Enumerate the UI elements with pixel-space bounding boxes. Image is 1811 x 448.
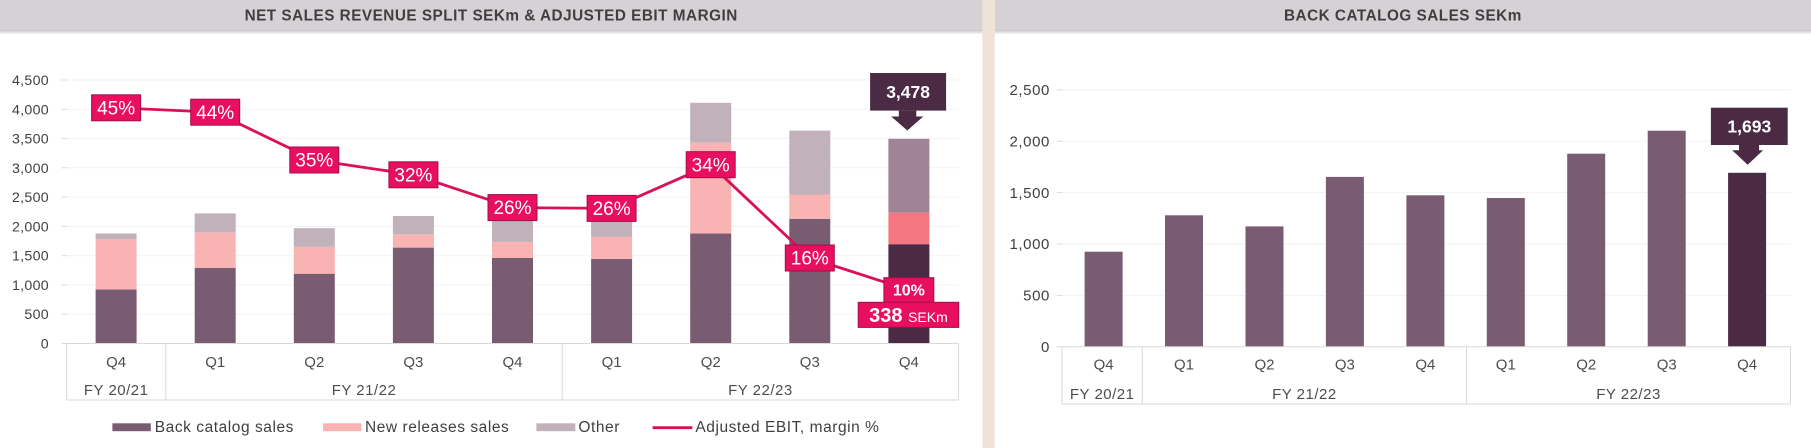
- svg-text:45%: 45%: [97, 98, 135, 119]
- svg-text:FY 20/21: FY 20/21: [1070, 386, 1135, 403]
- svg-text:Q2: Q2: [1254, 357, 1274, 374]
- svg-text:NET SALES REVENUE SPLIT SEKm &: NET SALES REVENUE SPLIT SEKm & ADJUSTED …: [245, 7, 738, 24]
- svg-text:34%: 34%: [692, 155, 730, 176]
- svg-text:44%: 44%: [196, 103, 234, 124]
- svg-text:0: 0: [41, 337, 49, 353]
- svg-text:4,500: 4,500: [12, 73, 49, 89]
- svg-text:FY 22/23: FY 22/23: [728, 382, 793, 399]
- svg-text:2,500: 2,500: [12, 190, 49, 206]
- svg-text:Q2: Q2: [701, 354, 721, 371]
- svg-text:0: 0: [1041, 339, 1050, 356]
- svg-text:500: 500: [24, 307, 49, 323]
- svg-text:Q3: Q3: [1335, 357, 1355, 374]
- svg-text:4,000: 4,000: [12, 102, 49, 118]
- svg-text:2,000: 2,000: [1009, 133, 1050, 150]
- svg-text:FY 21/22: FY 21/22: [332, 382, 397, 399]
- svg-text:FY 21/22: FY 21/22: [1272, 386, 1337, 403]
- svg-text:Q1: Q1: [205, 354, 225, 371]
- svg-text:338 SEKm: 338 SEKm: [869, 305, 948, 327]
- svg-text:26%: 26%: [493, 198, 531, 219]
- svg-text:35%: 35%: [295, 151, 333, 172]
- svg-text:3,500: 3,500: [12, 132, 49, 148]
- svg-text:Q2: Q2: [1576, 357, 1596, 374]
- svg-text:26%: 26%: [593, 199, 631, 220]
- svg-text:New releases sales: New releases sales: [365, 419, 509, 436]
- svg-text:Q4: Q4: [502, 354, 522, 371]
- svg-text:2,000: 2,000: [12, 219, 49, 235]
- svg-text:2,500: 2,500: [1009, 82, 1050, 99]
- svg-text:1,693: 1,693: [1727, 116, 1771, 136]
- svg-text:500: 500: [1023, 288, 1050, 305]
- svg-text:Other: Other: [578, 419, 620, 436]
- svg-text:Q4: Q4: [1737, 357, 1757, 374]
- svg-text:Q4: Q4: [1094, 357, 1114, 374]
- svg-text:1,500: 1,500: [12, 249, 49, 265]
- svg-text:Q2: Q2: [304, 354, 324, 371]
- svg-text:Q1: Q1: [1174, 357, 1194, 374]
- svg-text:32%: 32%: [394, 165, 432, 186]
- svg-text:10%: 10%: [893, 283, 925, 300]
- svg-text:Back catalog sales: Back catalog sales: [155, 419, 294, 436]
- svg-text:1,500: 1,500: [1009, 185, 1050, 202]
- svg-text:Q3: Q3: [1657, 357, 1677, 374]
- svg-text:Q1: Q1: [1496, 357, 1516, 374]
- svg-text:FY 20/21: FY 20/21: [84, 382, 149, 399]
- svg-text:3,478: 3,478: [886, 82, 930, 102]
- svg-text:Q3: Q3: [800, 354, 820, 371]
- svg-text:Q3: Q3: [403, 354, 423, 371]
- svg-text:Q1: Q1: [602, 354, 622, 371]
- svg-text:Q4: Q4: [899, 354, 919, 371]
- svg-text:BACK CATALOG SALES SEKm: BACK CATALOG SALES SEKm: [1284, 7, 1522, 24]
- svg-text:Adjusted EBIT, margin %: Adjusted EBIT, margin %: [695, 419, 879, 436]
- svg-text:1,000: 1,000: [12, 278, 49, 294]
- svg-text:3,000: 3,000: [12, 161, 49, 177]
- svg-text:FY 22/23: FY 22/23: [1596, 386, 1661, 403]
- svg-text:1,000: 1,000: [1009, 236, 1050, 253]
- svg-text:Q4: Q4: [106, 354, 126, 371]
- svg-text:Q4: Q4: [1415, 357, 1435, 374]
- svg-text:16%: 16%: [791, 249, 829, 270]
